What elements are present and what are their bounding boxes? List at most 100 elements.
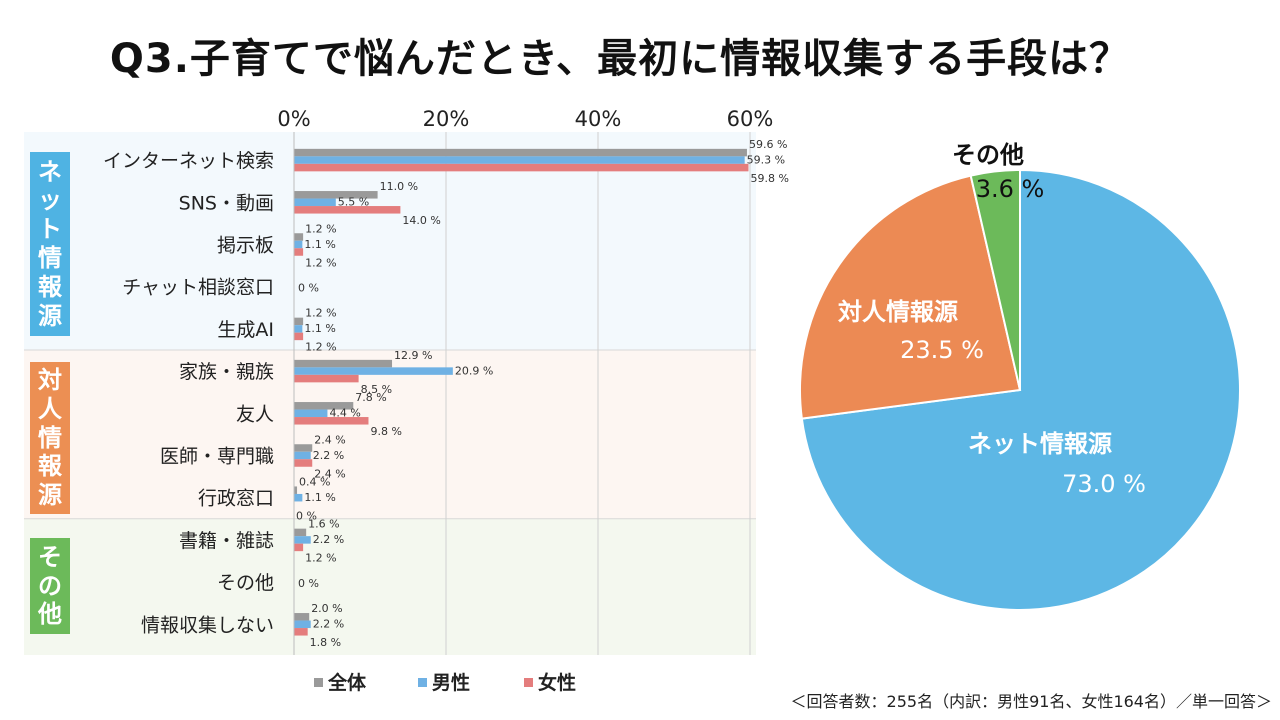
- group-tag-char: 情: [38, 423, 62, 452]
- category-label: 家族・親族: [179, 361, 274, 383]
- data-label: 9.8 %: [370, 425, 401, 438]
- category-label: インターネット検索: [103, 150, 274, 172]
- data-label: 1.8 %: [310, 636, 341, 649]
- group-tag-char: の: [38, 571, 62, 600]
- group-background-1: [24, 350, 756, 519]
- data-label: 1.1 %: [304, 322, 335, 335]
- bar-全体: [294, 613, 310, 621]
- data-label: 2.2 %: [313, 449, 344, 462]
- group-tag-char: 報: [38, 452, 62, 481]
- group-tag-char: 人: [38, 394, 62, 423]
- category-label: チャット相談窓口: [122, 277, 274, 299]
- data-label: 0.4 %: [299, 475, 330, 488]
- bar-男性: [294, 367, 453, 375]
- bar-女性: [294, 163, 749, 172]
- pie-label-name: 対人情報源: [838, 298, 958, 326]
- bar-女性: [294, 543, 304, 552]
- bar-全体: [294, 444, 313, 452]
- group-tag-char: ッ: [38, 186, 62, 215]
- legend-swatch: [314, 678, 323, 687]
- data-label: 2.4 %: [314, 467, 345, 480]
- bar-全体: [294, 359, 393, 368]
- pie-label-value: 73.0 %: [1062, 470, 1146, 498]
- data-label: 1.1 %: [304, 238, 335, 251]
- bar-男性: [294, 198, 336, 207]
- bar-女性: [294, 374, 359, 383]
- group-tag-char: 対: [38, 366, 62, 394]
- bar-女性: [294, 417, 369, 425]
- x-tick-label: 20%: [423, 107, 470, 131]
- data-label: 11.0 %: [380, 180, 418, 193]
- legend-label: 女性: [538, 671, 576, 694]
- group-tag-char: ト: [38, 215, 62, 244]
- data-label: 14.0 %: [402, 214, 440, 227]
- data-label: 1.6 %: [308, 518, 339, 531]
- bar-全体: [294, 486, 298, 494]
- footnote: ＜回答者数：255名（内訳：男性91名、女性164名）／単一回答＞: [790, 692, 1272, 711]
- data-label: 0 %: [296, 509, 317, 522]
- bar-男性: [294, 536, 311, 544]
- bar-chart: 0% 20% 40% 60% インターネット検索 SNS・動画掲示板チャット相談窓口生成A…: [24, 107, 789, 694]
- group-tag-char: 源: [38, 301, 62, 330]
- pie-label-value: 23.5 %: [900, 336, 984, 364]
- category-label: 医師・専門職: [160, 446, 274, 468]
- group-tag-2: その他: [30, 538, 70, 634]
- bar-全体: [294, 528, 307, 537]
- bar-女性: [294, 459, 313, 467]
- data-label: 1.2 %: [305, 222, 336, 235]
- data-label: 12.9 %: [394, 349, 432, 362]
- category-label: 掲示板: [217, 235, 274, 257]
- group-tag-char: ネ: [38, 157, 62, 186]
- group-tag-char: 報: [38, 272, 62, 301]
- bar-全体: [294, 148, 747, 157]
- group-tag-1: 対人情報源: [30, 362, 70, 514]
- category-label: 行政窓口: [198, 488, 274, 510]
- group-background-2: [24, 518, 756, 655]
- bar-女性: [294, 628, 308, 636]
- x-tick-label: 40%: [575, 107, 622, 131]
- bar-男性: [294, 620, 311, 629]
- pie-label-name: その他: [952, 141, 1024, 169]
- bar-男性: [294, 325, 303, 333]
- x-tick-label: 0%: [277, 107, 310, 131]
- group-tag-char: 他: [38, 600, 62, 629]
- bar-男性: [294, 451, 311, 460]
- group-tag-0: ネット情報源: [30, 152, 70, 336]
- data-label: 59.8 %: [750, 172, 788, 185]
- bar-全体: [294, 317, 304, 326]
- category-label: 情報収集しない: [141, 614, 274, 636]
- data-label: 1.2 %: [305, 256, 336, 269]
- bar-全体: [294, 233, 304, 241]
- pie-slice-1: [799, 174, 1022, 420]
- data-label: 5.5 %: [338, 196, 369, 209]
- data-label: 1.2 %: [305, 552, 336, 565]
- data-label: 20.9 %: [455, 364, 493, 377]
- category-label: 友人: [236, 403, 274, 425]
- category-label: SNS・動画: [179, 192, 274, 214]
- data-label: 4.4 %: [329, 407, 360, 420]
- data-label: 2.2 %: [313, 533, 344, 546]
- category-label: 書籍・雑誌: [179, 530, 274, 552]
- data-label: 2.4 %: [314, 433, 345, 446]
- bar-男性: [294, 240, 303, 249]
- data-label: 1.2 %: [305, 307, 336, 320]
- data-label: 59.6 %: [749, 138, 787, 151]
- data-label: 1.1 %: [304, 491, 335, 504]
- bar-全体: [294, 402, 354, 410]
- bar-男性: [294, 156, 745, 164]
- bar-男性: [294, 409, 328, 418]
- data-label: 1.2 %: [305, 341, 336, 354]
- legend-swatch: [418, 678, 427, 687]
- data-label: 2.0 %: [311, 602, 342, 615]
- data-label: 7.8 %: [355, 391, 386, 404]
- legend-swatch: [524, 678, 533, 687]
- data-label: 8.5 %: [361, 383, 392, 396]
- data-label: 0 %: [298, 282, 319, 295]
- pie-label-name: ネット情報源: [968, 430, 1112, 458]
- bar-女性: [294, 248, 304, 256]
- data-label: 2.2 %: [313, 618, 344, 631]
- group-tag-char: そ: [38, 542, 62, 571]
- pie-slice-2: [969, 168, 1021, 391]
- bar-全体: [294, 191, 378, 199]
